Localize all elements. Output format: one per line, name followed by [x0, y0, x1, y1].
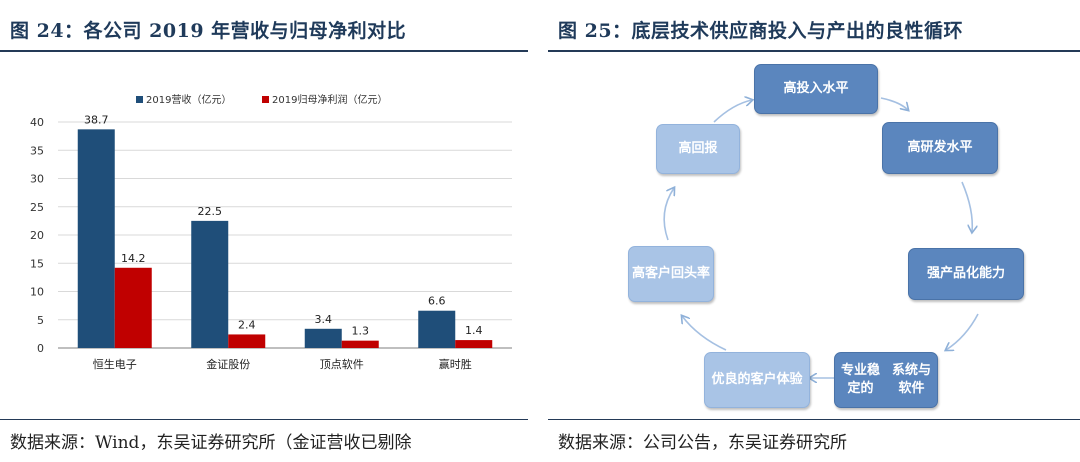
cycle-arrows: [663, 52, 979, 418]
arrow-repurchase-to-return: [663, 188, 674, 241]
data-label: 14.2: [121, 252, 146, 265]
title-divider: [548, 50, 1080, 52]
legend-label: 2019归母净利润（亿元）: [272, 93, 387, 106]
arrow-return-to-investment: [713, 100, 752, 123]
y-tick-label: 20: [30, 229, 44, 242]
bar: [228, 334, 266, 348]
chart-bars: [77, 129, 493, 348]
bar: [455, 340, 493, 348]
data-label: 1.4: [465, 324, 483, 337]
x-category-label: 恒生电子: [93, 357, 137, 371]
arrow-rd-to-product: [961, 181, 972, 232]
bar: [77, 129, 115, 348]
data-label: 22.5: [198, 205, 223, 218]
x-category-label: 顶点软件: [320, 357, 364, 371]
data-label: 3.4: [315, 313, 333, 326]
data-label: 6.6: [428, 295, 446, 308]
y-tick-label: 25: [30, 201, 44, 214]
source-divider: [0, 419, 528, 420]
left-panel: 图 24：各公司 2019 年营收与归母净利对比 0 5 10 15 20 25 30 35 4…: [0, 0, 528, 462]
legend-label: 2019营收（亿元）: [146, 93, 231, 106]
bar: [191, 220, 229, 348]
diagram-source-note: 数据来源：公司公告，东吴证券研究所: [558, 433, 847, 453]
bar-chart: 0 5 10 15 20 25 30 35 40 恒生电子 金证股份 顶点软件 赢时胜 38.7 14.2…: [30, 93, 512, 371]
arrow-investment-to-rd: [880, 97, 908, 110]
cycle-node-high-return: 高回报: [656, 124, 740, 174]
y-tick-label: 40: [30, 116, 44, 129]
bar: [304, 328, 342, 348]
chart-figure-title: 图 24：各公司 2019 年营收与归母净利对比: [10, 20, 407, 42]
bar: [341, 340, 379, 348]
data-label: 1.3: [352, 325, 370, 338]
cycle-node-high-rd: 高研发水平: [882, 122, 998, 174]
source-divider: [548, 419, 1080, 420]
title-divider: [0, 50, 528, 52]
diagram-figure-title: 图 25：底层技术供应商投入与产出的良性循环: [558, 20, 964, 42]
chart-data-labels: 38.7 14.2 22.5 2.4 3.4 1.3 6.6 1.4: [84, 113, 483, 337]
legend-swatch: [262, 96, 269, 103]
cycle-node-strong-product: 强产品化能力: [908, 248, 1024, 300]
cycle-node-good-experience: 优良的客户 体验: [704, 352, 810, 408]
chart-axes: 0 5 10 15 20 25 30 35 40 恒生电子 金证股份 顶点软件 赢时胜: [30, 116, 512, 371]
y-tick-label: 35: [30, 144, 44, 157]
chart-legend: 2019营收（亿元） 2019归母净利润（亿元）: [136, 93, 387, 106]
arrow-experience-to-repurchase: [682, 316, 727, 351]
x-category-label: 金证股份: [206, 357, 250, 371]
cycle-node-stable-system: 专业稳定的 系统与软件: [834, 352, 938, 408]
cycle-node-high-repurchase: 高客户回 头率: [628, 246, 714, 302]
bar: [114, 267, 152, 348]
legend-swatch: [136, 96, 143, 103]
right-panel: 图 25：底层技术供应商投入与产出的良性循环 高投入水平 高研发水平 强产品化能…: [548, 0, 1080, 462]
y-tick-label: 5: [37, 314, 44, 327]
y-tick-label: 0: [37, 342, 44, 355]
data-label: 38.7: [84, 113, 109, 126]
bar: [418, 310, 456, 348]
cycle-node-high-investment: 高投入水平: [754, 64, 878, 114]
data-label: 2.4: [238, 318, 256, 331]
arrow-product-to-system: [946, 313, 979, 350]
y-tick-label: 15: [30, 257, 44, 270]
y-tick-label: 30: [30, 173, 44, 186]
x-category-label: 赢时胜: [439, 357, 472, 371]
y-tick-label: 10: [30, 286, 44, 299]
chart-source-note: 数据来源：Wind，东吴证券研究所（金证营收已剔除: [10, 433, 412, 453]
